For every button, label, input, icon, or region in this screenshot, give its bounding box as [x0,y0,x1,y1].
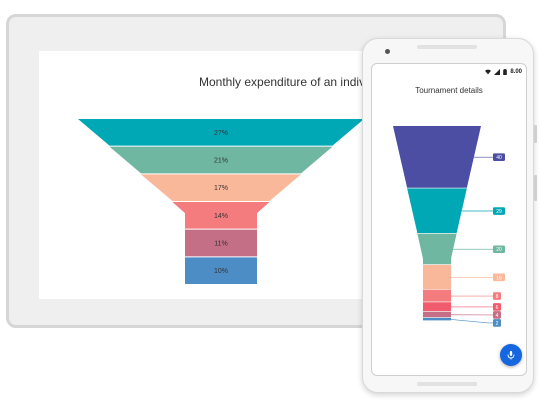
phone-funnel-segment [423,302,451,312]
phone-funnel-segment [393,126,481,188]
phone-funnel-segment [423,311,451,318]
tablet-funnel-data-label: 27% [214,130,228,137]
phone-funnel-segment [423,264,451,290]
tablet-funnel-data-label: 10% [214,268,228,275]
camera-icon [385,49,390,54]
phone-bottom-speaker [417,382,477,386]
phone-volume-button [534,125,537,143]
phone-funnel-data-label: 2 [496,321,499,327]
status-time: 8.00 [510,69,522,75]
wifi-icon [485,69,492,75]
phone-funnel-segment [417,233,457,265]
phone-funnel-label-box [493,319,501,327]
phone-funnel-data-label: 8 [496,294,499,300]
phone-speaker [417,45,477,49]
phone-funnel-label-box [493,273,505,282]
phone-funnel-label-box [493,245,505,254]
phone-funnel-data-label: 16 [496,275,502,281]
phone-funnel-data-label: 4 [496,313,499,319]
tablet-funnel-data-label: 17% [214,185,228,192]
phone-funnel-label-box [493,311,501,319]
mic-fab-button[interactable] [500,344,522,366]
tablet-funnel-segment [185,229,257,257]
phone-funnel-label-box [493,153,505,161]
tablet-chart-title: Monthly expenditure of an individual [199,75,391,89]
phone-funnel-segment [423,317,451,321]
mic-icon [507,351,515,360]
phone-funnel-label-box [493,292,501,300]
tablet-funnel-segment [140,174,302,201]
tablet-funnel-data-label: 21% [214,158,228,165]
phone-funnel-segment [407,188,467,234]
phone-funnel-data-label: 40 [496,155,502,161]
phone-power-button [534,175,537,201]
phone-funnel-chart: 40 29 20 16 8 6 4 2 [393,126,505,327]
tablet-funnel-segment [185,257,257,284]
status-bar: 8.00 [485,67,522,77]
phone-funnel-data-label: 29 [496,209,502,215]
phone-funnel-data-label: 6 [496,305,499,311]
tablet-funnel-segment [109,146,333,174]
tablet-funnel-chart: 27% 21% 17% 14% 11% 10% [78,119,364,284]
phone-funnel-segment [423,289,451,302]
phone-funnel-label-box [493,207,505,215]
tablet-funnel-segment [78,119,364,146]
battery-icon [503,69,508,75]
tablet-funnel-segment [172,202,270,229]
phone-funnel-data-label: 20 [496,247,502,253]
phone-chart-title: Tournament details [415,86,483,95]
tablet-funnel-data-label: 14% [214,213,228,220]
phone-funnel-connector [450,319,493,324]
signal-icon [494,69,501,75]
tablet-screen: Monthly expenditure of an individual 27%… [39,51,479,299]
phone-frame: 8.00 Tournament details 40 29 20 16 8 6 4 2 [362,38,537,393]
phone-funnel-label-box [493,303,501,311]
tablet-funnel-data-label: 11% [214,241,228,248]
phone-screen: 8.00 Tournament details 40 29 20 16 8 6 4 2 [371,63,527,376]
